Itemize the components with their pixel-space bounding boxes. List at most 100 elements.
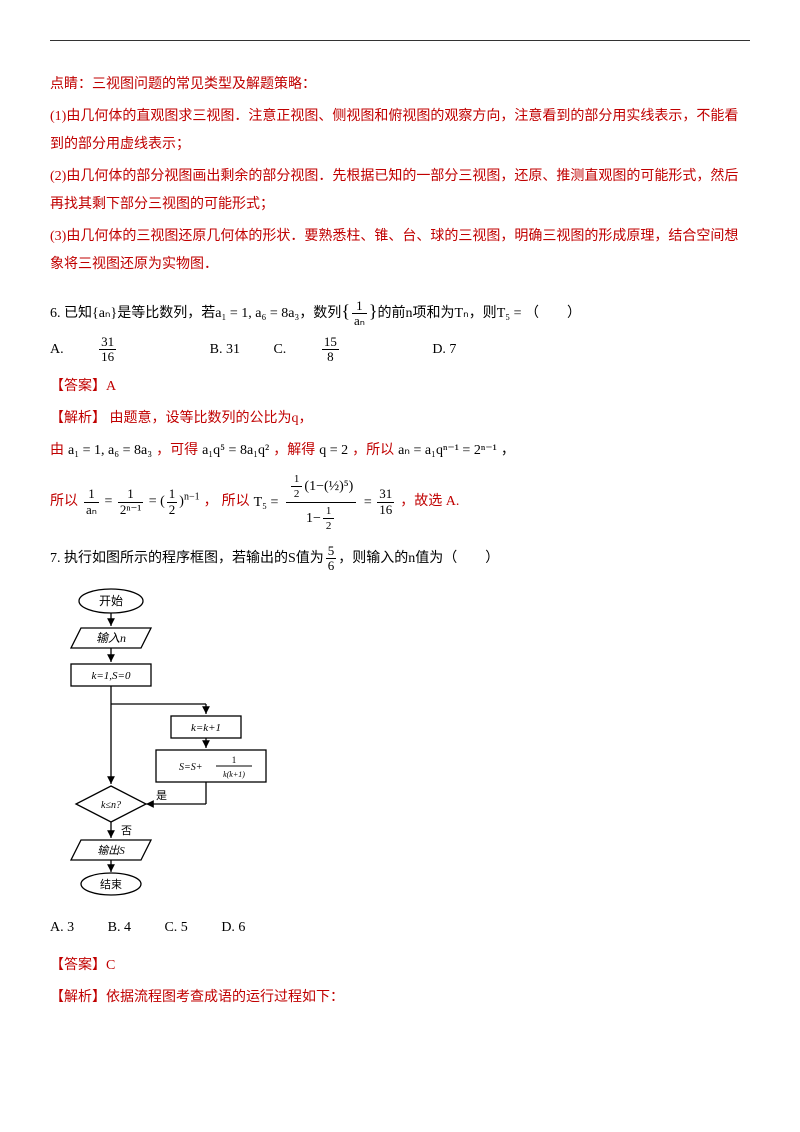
q6-paren: （ ）: [525, 306, 581, 321]
exp-so3: 所以: [222, 488, 250, 516]
q7-stem-a: 执行如图所示的程序框图，若输出的: [64, 551, 288, 566]
frac-den: 2: [323, 519, 335, 533]
inv-expr: 1aₙ = 12ⁿ⁻¹ = (12)n−1: [82, 487, 200, 517]
T5-bigfrac: 12(1−(½)⁵) 1−12: [286, 471, 356, 534]
q6-seq1: {aₙ}: [92, 306, 117, 321]
notes-intro: 点睛：三视图问题的常见类型及解题策略：: [50, 71, 750, 99]
top-rule: [50, 40, 750, 41]
brace-open: {: [341, 301, 350, 321]
frac-den: 6: [326, 559, 337, 573]
eq: =: [364, 495, 372, 510]
exp-eq1: a₁q⁵ = 8a₁q²: [202, 437, 269, 465]
q6-seq2-frac: 1aₙ: [352, 299, 367, 329]
flow-end: 结束: [100, 878, 122, 891]
flowchart-svg: 开始 输入n k=1,S=0 k=k+1 S=S+ 1 k(k+1) 是 k≤n…: [56, 586, 296, 896]
frac-den: 2: [167, 503, 178, 517]
frac-num: 1: [84, 487, 99, 502]
exp-so: ，所以: [352, 437, 394, 465]
optC-label: C.: [273, 342, 286, 357]
sup: n−1: [184, 492, 200, 503]
exp-comma2: ，: [204, 488, 218, 516]
flow-inc: k=k+1: [191, 722, 221, 734]
sum-den: k(k+1): [223, 770, 245, 779]
exp-label: 【解析】: [50, 411, 106, 426]
flowchart-diagram: 开始 输入n k=1,S=0 k=k+1 S=S+ 1 k(k+1) 是 k≤n…: [56, 586, 750, 896]
q6-optA: A. 3116: [50, 342, 176, 357]
frac-den: 8: [322, 350, 339, 364]
frac-num: 31: [377, 487, 394, 502]
bot-lbl: 1−: [306, 511, 321, 526]
exp-solve: ，解得: [273, 437, 315, 465]
flow-no: 否: [121, 825, 132, 837]
q6-cond: a₁ = 1, a₆ = 8a₃: [215, 306, 299, 321]
notes-p1: (1)由几何体的直观图求三视图．注意正视图、侧视图和俯视图的观察方向，注意看到的…: [50, 103, 750, 159]
flow-cond: k≤n?: [101, 800, 121, 811]
brace-close: }: [369, 301, 378, 321]
exp-q: q = 2: [319, 437, 348, 465]
bigfrac-den: 1−12: [286, 503, 356, 534]
frac-den: aₙ: [84, 503, 99, 517]
q6-exp-line2: 由 a₁ = 1, a₆ = 8a₃ ，可得 a₁q⁵ = 8a₁q² ，解得 …: [50, 437, 750, 465]
q6-num: 6.: [50, 306, 61, 321]
q6-stem-d: 的前n项和为: [378, 306, 455, 321]
frac-num: 1: [323, 504, 335, 519]
flow-init: k=1,S=0: [92, 670, 131, 682]
frac-num: 1: [291, 472, 303, 487]
q6-answer: 【答案】A: [50, 373, 750, 401]
q6-stem: 6. 已知{aₙ}是等比数列，若a₁ = 1, a₆ = 8a₃，数列{1aₙ}…: [50, 293, 750, 329]
exp-an: aₙ = a₁qⁿ⁻¹ = 2ⁿ⁻¹: [398, 437, 497, 465]
frac-num: 1: [118, 487, 143, 502]
sum-num: 1: [232, 755, 237, 765]
flow-sum: S=S+: [179, 762, 203, 773]
q7-options: A. 3 B. 4 C. 5 D. 6: [50, 914, 750, 942]
exp-cond: a₁ = 1, a₆ = 8a₃: [68, 437, 152, 465]
exp-so2: 所以: [50, 488, 78, 516]
flow-output: 输出S: [97, 844, 125, 857]
q7-exp-label: 【解析】: [50, 990, 106, 1005]
frac-num: 15: [322, 335, 339, 350]
q7-stem-c: ，则输入的: [338, 551, 408, 566]
exp-by: 由: [50, 437, 64, 465]
frac-num: 1: [167, 487, 178, 502]
q7-stem-d: 值为（ ）: [415, 551, 499, 566]
q7-optB: B. 4: [108, 920, 131, 935]
optC-frac: 158: [322, 335, 369, 365]
q6-stem-e: ，则: [469, 306, 497, 321]
q7-S: S: [288, 551, 296, 566]
q6-options: A. 3116 B. 31 C. 158 D. 7: [50, 335, 750, 365]
frac-num: 1: [352, 299, 367, 314]
T5-lhs: T₅ =: [254, 495, 279, 510]
q6-stem-b: 是等比数列，若: [117, 306, 215, 321]
optA-frac: 3116: [99, 335, 146, 365]
q6-optD: D. 7: [432, 342, 456, 357]
bigfrac-num: 12(1−(½)⁵): [286, 471, 356, 503]
q7-optA: A. 3: [50, 920, 74, 935]
q6-stem-a: 已知: [64, 306, 92, 321]
frac-den: 16: [377, 503, 394, 517]
T5-expr: T₅ = 12(1−(½)⁵) 1−12 = 3116: [254, 471, 397, 534]
q7-optD: D. 6: [221, 920, 245, 935]
top2: (1−(½)⁵): [304, 478, 353, 493]
q6-Tn: Tₙ: [455, 306, 469, 321]
frac-den: aₙ: [352, 314, 367, 328]
q6-optC: C. 158: [273, 342, 398, 357]
exp-final: ，故选 A.: [400, 488, 459, 516]
q7-val-frac: 56: [326, 544, 337, 574]
q7-num: 7.: [50, 551, 61, 566]
q7-answer: 【答案】C: [50, 952, 750, 980]
q6-exp-line1: 【解析】 由题意，设等比数列的公比为q，: [50, 405, 750, 433]
frac-num: 31: [99, 335, 116, 350]
q6-T5: T₅ =: [497, 306, 522, 321]
frac-den: 16: [99, 350, 116, 364]
exp-1: 由题意，设等比数列的公比为q，: [110, 411, 313, 426]
frac-num: 5: [326, 544, 337, 559]
q7-exp: 【解析】依据流程图考查成语的运行过程如下：: [50, 984, 750, 1012]
flow-input: 输入n: [96, 631, 126, 645]
notes-p2: (2)由几何体的部分视图画出剩余的部分视图．先根据已知的一部分三视图，还原、推测…: [50, 163, 750, 219]
flow-yes: 是: [156, 789, 167, 802]
q7-stem: 7. 执行如图所示的程序框图，若输出的S值为56，则输入的n值为（ ）: [50, 544, 750, 574]
q7-stem-b: 值为: [296, 551, 324, 566]
frac-den: 2: [291, 487, 303, 501]
optA-label: A.: [50, 342, 64, 357]
flow-start: 开始: [99, 594, 123, 608]
